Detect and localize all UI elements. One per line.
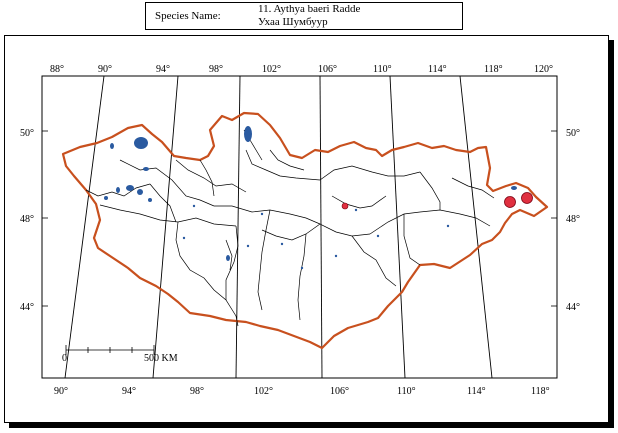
lakes: [104, 126, 517, 261]
lake-khovsgol: [244, 126, 252, 142]
internal-boundaries: [85, 129, 495, 327]
bottom-lon-label: 118°: [531, 386, 550, 397]
right-lat-label: 48°: [566, 214, 580, 225]
lake-small-6: [226, 255, 230, 261]
bottom-lon-label: 98°: [190, 386, 204, 397]
bottom-lon-label: 114°: [467, 386, 486, 397]
lake-small-5: [148, 198, 152, 202]
lake-small-2: [143, 167, 149, 171]
right-lat-label: 50°: [566, 128, 580, 139]
top-lon-label: 110°: [373, 64, 392, 75]
left-latitude-labels: 50° 48° 44°: [20, 128, 34, 313]
map-inner-frame: [41, 75, 558, 379]
top-longitude-labels: 88° 90° 94° 98° 102° 106° 110° 114° 118°…: [50, 64, 553, 75]
settlement-dots: [182, 204, 450, 270]
lake-small-4: [104, 196, 108, 200]
meridian-108: [389, 75, 406, 379]
meridian-98: [235, 75, 241, 379]
species-name-box: Species Name: 11. Aythya baeri Radde Уха…: [145, 2, 463, 30]
bottom-lon-label: 94°: [122, 386, 136, 397]
top-lon-label: 98°: [209, 64, 223, 75]
bottom-lon-label: 106°: [330, 386, 349, 397]
record-central: [341, 202, 349, 210]
record-markers: [341, 192, 533, 210]
lake-small-3: [116, 187, 120, 193]
meridian-90: [64, 75, 105, 379]
meridian-94: [152, 75, 179, 379]
scale-bar: [65, 345, 155, 355]
top-lon-label: 114°: [428, 64, 447, 75]
top-lon-label: 90°: [98, 64, 112, 75]
lake-buir: [511, 186, 517, 190]
lake-uvs: [134, 137, 148, 149]
meridian-104: [319, 75, 323, 379]
graticule: [64, 75, 493, 379]
species-local-name: Ухаа Шумбуур: [258, 16, 328, 28]
bottom-lon-label: 90°: [54, 386, 68, 397]
bottom-lon-label: 110°: [397, 386, 416, 397]
left-lat-label: 50°: [20, 128, 34, 139]
lake-khar-us: [126, 185, 134, 191]
top-lon-label: 118°: [484, 64, 503, 75]
top-lon-label: 102°: [262, 64, 281, 75]
mongolia-border: [61, 111, 549, 350]
species-name-label: Species Name:: [155, 10, 221, 22]
right-latitude-labels: 50° 48° 44°: [566, 128, 580, 313]
meridian-114: [459, 75, 493, 379]
bottom-longitude-labels: 90° 94° 98° 102° 106° 110° 114° 118°: [54, 386, 550, 397]
left-lat-label: 48°: [20, 214, 34, 225]
frame-ticks: [42, 130, 557, 307]
record-east-2: [521, 192, 533, 204]
right-lat-label: 44°: [566, 302, 580, 313]
record-east-1: [504, 196, 516, 208]
top-lon-label: 88°: [50, 64, 64, 75]
bottom-lon-label: 102°: [254, 386, 273, 397]
scale-end-label: 500 KM: [144, 353, 178, 364]
left-lat-label: 44°: [20, 302, 34, 313]
species-latin-name: 11. Aythya baeri Radde: [258, 3, 361, 15]
scale-start-label: 0: [62, 353, 67, 364]
top-lon-label: 120°: [534, 64, 553, 75]
lake-small-1: [110, 143, 114, 149]
top-lon-label: 106°: [318, 64, 337, 75]
lake-khar: [137, 189, 143, 195]
top-lon-label: 94°: [156, 64, 170, 75]
